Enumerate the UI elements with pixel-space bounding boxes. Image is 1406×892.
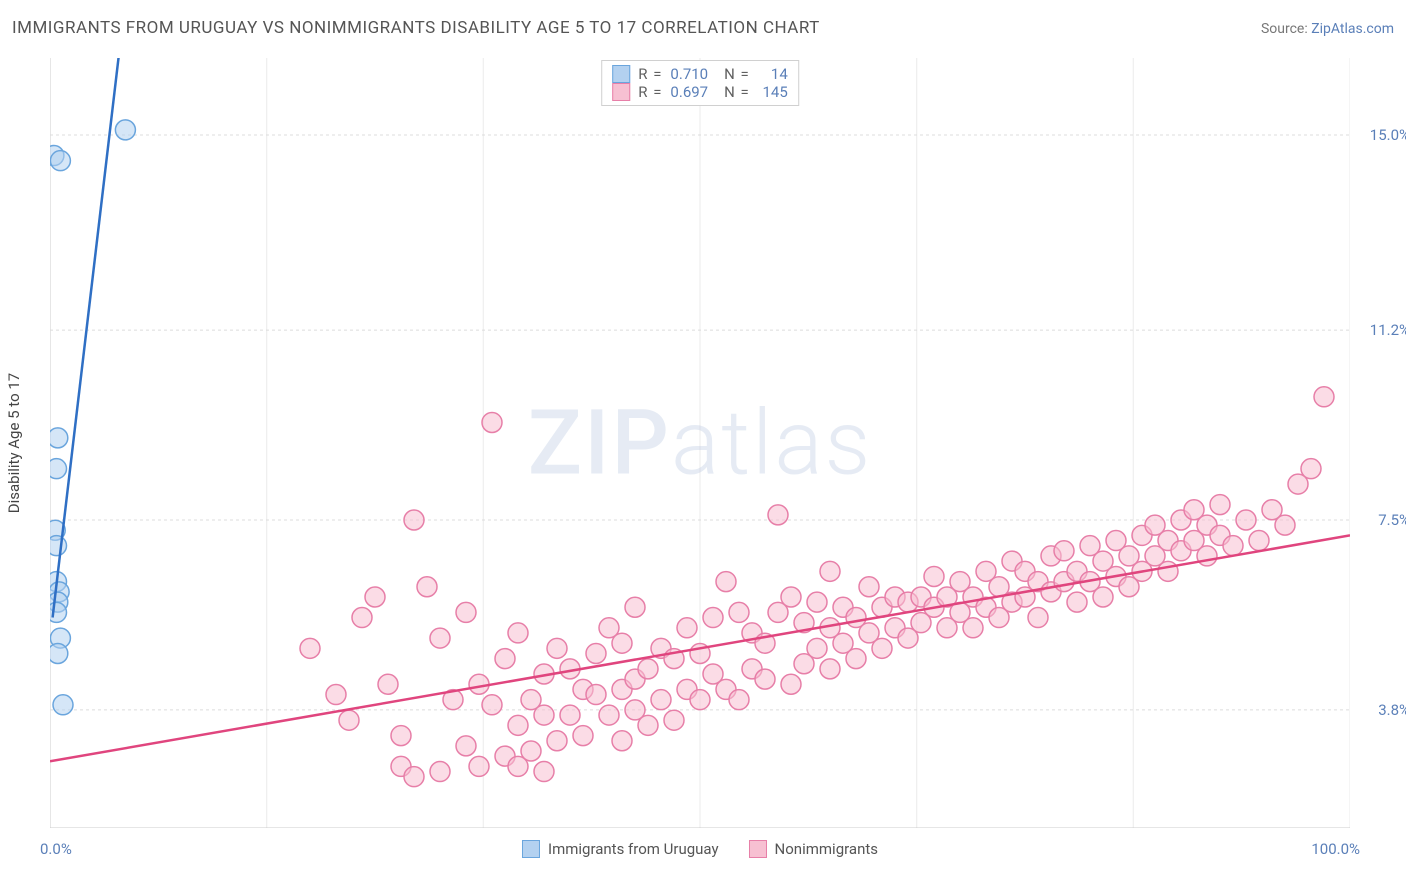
x-axis-max: 100.0% <box>1311 840 1360 858</box>
plot-svg <box>50 58 1350 828</box>
header: IMMIGRANTS FROM URUGUAY VS NONIMMIGRANTS… <box>12 18 1394 38</box>
n-label: N = <box>724 83 750 101</box>
chart-title: IMMIGRANTS FROM URUGUAY VS NONIMMIGRANTS… <box>12 18 820 38</box>
legend-label-immigrants: Immigrants from Uruguay <box>548 840 719 858</box>
source-value: ZipAtlas.com <box>1311 21 1394 37</box>
x-axis-min: 0.0% <box>40 840 72 858</box>
y-tick-label: 7.5% <box>1378 511 1406 529</box>
n-value-nonimmigrants: 145 <box>758 83 788 101</box>
swatch-nonimmigrants <box>749 840 767 858</box>
n-value-immigrants: 14 <box>758 65 788 83</box>
r-value-immigrants: 0.710 <box>670 65 708 83</box>
series-legend: Immigrants from Uruguay Nonimmigrants <box>522 840 878 858</box>
legend-item-immigrants: Immigrants from Uruguay <box>522 840 719 858</box>
legend-label-nonimmigrants: Nonimmigrants <box>775 840 878 858</box>
y-axis-label: Disability Age 5 to 17 <box>5 373 23 513</box>
source-label: Source: <box>1261 21 1308 37</box>
y-tick-label: 15.0% <box>1370 126 1406 144</box>
swatch-immigrants <box>522 840 540 858</box>
n-label: N = <box>724 65 750 83</box>
legend-row-nonimmigrants: R = 0.697 N = 145 <box>612 83 788 101</box>
r-label: R = <box>638 65 662 83</box>
chart-area: Disability Age 5 to 17 ZIPatlas R = 0.71… <box>50 58 1350 828</box>
y-tick-label: 3.8% <box>1378 701 1406 719</box>
swatch-immigrants <box>612 65 630 83</box>
legend-row-immigrants: R = 0.710 N = 14 <box>612 65 788 83</box>
y-tick-label: 11.2% <box>1370 321 1406 339</box>
correlation-legend: R = 0.710 N = 14 R = 0.697 N = 145 <box>601 60 799 106</box>
swatch-nonimmigrants <box>612 83 630 101</box>
legend-item-nonimmigrants: Nonimmigrants <box>749 840 878 858</box>
r-value-nonimmigrants: 0.697 <box>670 83 708 101</box>
source-attribution: Source: ZipAtlas.com <box>1261 21 1394 37</box>
r-label: R = <box>638 83 662 101</box>
